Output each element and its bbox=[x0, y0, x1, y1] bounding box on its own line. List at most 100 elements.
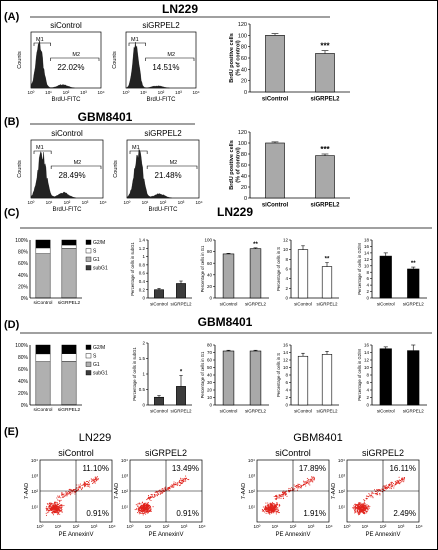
y-tick-label: 12 bbox=[283, 358, 289, 363]
y-tick-label: 16 bbox=[283, 343, 289, 348]
y-axis-label: Percentage of cells in subG1 bbox=[132, 347, 137, 401]
x-tick-label: 10⁴ bbox=[195, 200, 202, 205]
x-axis-label: PE AnnexinV bbox=[58, 532, 93, 538]
y-tick-label: 10⁴ bbox=[31, 458, 38, 463]
bar-siControl bbox=[265, 142, 285, 199]
histogram-siControl: siControl Counts 10⁰ 10¹ 10² 10³ 10⁴ BrdU-FITC M… bbox=[17, 129, 107, 213]
y-tick-label: 2 bbox=[285, 286, 288, 291]
legend-label: G2/M bbox=[93, 240, 105, 246]
y-tick-label: 16 bbox=[364, 244, 370, 249]
y-tick-label: 10 bbox=[207, 395, 213, 400]
legend-swatch bbox=[85, 361, 92, 367]
gate-m2 bbox=[146, 165, 198, 169]
y-tick-label: 40% bbox=[18, 379, 29, 385]
stack-segment-G2/M bbox=[35, 239, 51, 249]
y-tick-label: 10² bbox=[248, 489, 255, 494]
x-axis-label: PE AnnexinV bbox=[148, 532, 183, 538]
bar-siGRPEL2 bbox=[315, 53, 335, 93]
gate-m1-label: M1 bbox=[131, 37, 139, 43]
bar-siControl bbox=[222, 253, 235, 299]
x-tick-label: 10³ bbox=[308, 524, 315, 529]
y-tick-label: 10² bbox=[31, 489, 38, 494]
y-tick-label: 80 bbox=[207, 249, 213, 254]
x-tick-label: 10⁴ bbox=[108, 524, 115, 529]
y-tick-label: 60% bbox=[18, 367, 29, 373]
legend-swatch bbox=[85, 256, 92, 262]
y-tick-label: 1.2 bbox=[139, 246, 146, 251]
y-tick-label: 60 bbox=[207, 358, 213, 363]
significance-mark: ** bbox=[325, 257, 330, 263]
bar-chart-B-bar: 0 20 40 60 80 100 120 siControl siGRPEL2 *** BrdU … bbox=[229, 130, 350, 209]
gate-m2-label: M2 bbox=[167, 52, 175, 58]
category-label: siControl bbox=[262, 203, 289, 209]
gate-m2-percent: 28.49% bbox=[59, 171, 86, 180]
bar-siControl bbox=[379, 348, 392, 406]
y-tick-label: 16 bbox=[364, 343, 370, 348]
upper-right-percent: 13.49% bbox=[172, 464, 199, 473]
x-tick-label: 10¹ bbox=[142, 200, 149, 205]
y-tick-label: 120 bbox=[238, 22, 247, 28]
y-tick-label: 120 bbox=[238, 130, 247, 136]
x-tick-label: 10² bbox=[64, 200, 71, 205]
y-tick-label: 8 bbox=[285, 257, 288, 262]
y-axis-label: Percentage of cells in G1 bbox=[200, 351, 205, 398]
y-tick-label: 0.6 bbox=[139, 271, 146, 276]
y-tick-label: 80 bbox=[241, 152, 247, 158]
x-tick-label: 10⁴ bbox=[415, 524, 422, 529]
y-axis-label: 7-AAD bbox=[241, 483, 247, 499]
category-label: siControl bbox=[220, 302, 238, 307]
y-tick-label: 2 bbox=[142, 341, 145, 346]
y-tick-label: 100% bbox=[15, 238, 28, 244]
y-axis-label: Counts bbox=[113, 160, 119, 178]
gate-m2-percent: 21.48% bbox=[155, 171, 182, 180]
y-tick-label: 40 bbox=[207, 373, 213, 378]
histogram-fill bbox=[125, 41, 170, 89]
y-tick-label: 0.4 bbox=[139, 279, 146, 284]
category-label: siGRPEL2 bbox=[245, 302, 267, 307]
histogram-fill bbox=[126, 148, 172, 199]
x-tick-label: 10⁰ bbox=[28, 200, 35, 205]
panel-e-label: (E) bbox=[4, 426, 19, 438]
bar-siControl bbox=[297, 355, 309, 406]
y-tick-label: 12 bbox=[364, 358, 370, 363]
x-tick-label: 10⁰ bbox=[28, 90, 35, 95]
x-axis-label: BrdU-FITC bbox=[53, 207, 83, 213]
y-tick-label: 1 bbox=[142, 372, 145, 377]
y-axis-label: Percentage of cells in G2/M bbox=[357, 349, 362, 401]
histogram-title: siGRPEL2 bbox=[144, 129, 182, 138]
panel-c-title: LN229 bbox=[217, 205, 253, 219]
y-tick-label: 50 bbox=[207, 365, 213, 370]
bar-siGRPEL2 bbox=[321, 354, 333, 406]
y-tick-label: 6 bbox=[366, 380, 369, 385]
category-label: siControl bbox=[150, 409, 168, 414]
dot-plot-title: siControl bbox=[58, 448, 94, 458]
y-tick-label: 0.8 bbox=[139, 262, 146, 267]
upper-right-percent: 16.11% bbox=[389, 464, 416, 473]
stack-segment-S bbox=[35, 247, 51, 254]
y-axis-label: (% of control) bbox=[235, 147, 241, 183]
histogram-fill bbox=[30, 40, 75, 89]
dot-plot-siControl: siControl 11.10% 0.91% 10⁰ 10¹ 10² 10³ 10⁴ 10¹ 10… bbox=[24, 448, 116, 538]
y-axis-label: Percentage of cells in G2/M bbox=[357, 243, 362, 295]
y-tick-label: 40 bbox=[207, 272, 213, 277]
y-tick-label: 10¹ bbox=[338, 505, 345, 510]
y-tick-label: 8 bbox=[366, 270, 369, 275]
y-tick-label: 40 bbox=[241, 174, 247, 180]
dot-plot-title: siGRPEL2 bbox=[362, 448, 404, 458]
y-tick-label: 4 bbox=[285, 276, 288, 281]
y-tick-label: 60 bbox=[241, 56, 247, 62]
legend-swatch bbox=[85, 370, 92, 376]
x-tick-label: 10³ bbox=[178, 200, 185, 205]
category-label: siControl bbox=[34, 300, 53, 306]
y-tick-label: 10³ bbox=[31, 474, 38, 479]
y-tick-label: 6 bbox=[285, 380, 288, 385]
x-axis-label: BrdU-FITC bbox=[149, 207, 179, 213]
category-label: siGRPEL2 bbox=[170, 409, 192, 414]
panel-a-label: (A) bbox=[4, 11, 20, 23]
y-tick-label: 40% bbox=[18, 273, 29, 279]
y-tick-label: 10⁴ bbox=[338, 458, 345, 463]
y-tick-label: 0 bbox=[244, 90, 247, 96]
y-tick-label: 60 bbox=[241, 163, 247, 169]
y-tick-label: 70 bbox=[207, 350, 213, 355]
